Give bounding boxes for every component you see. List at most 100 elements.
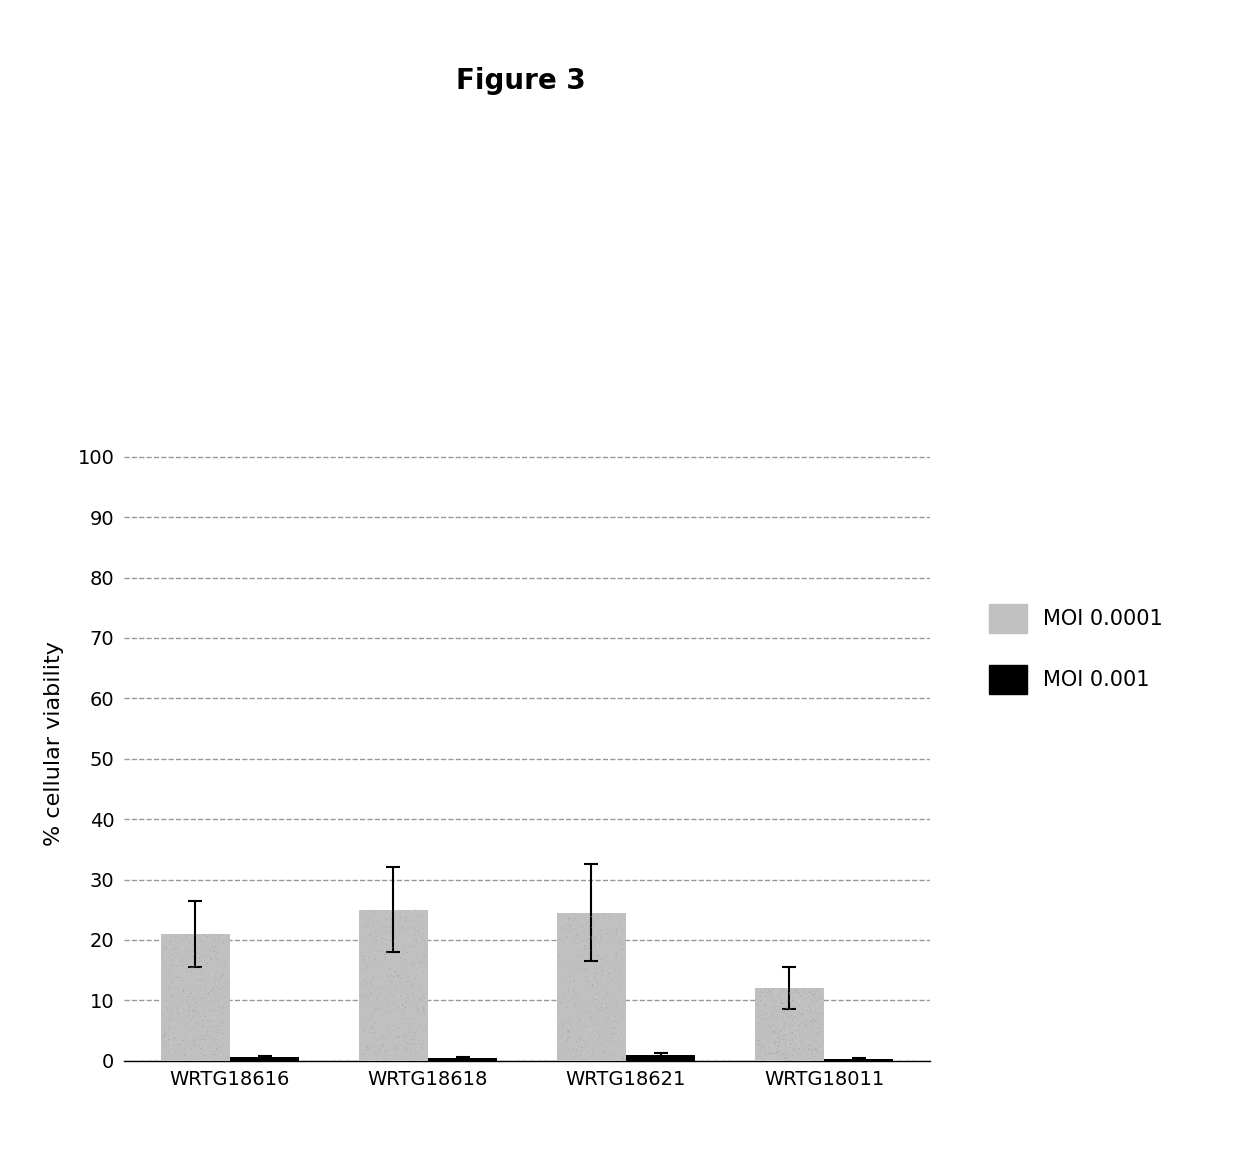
Point (413, 963, 433, 981)
Point (769, 1033, 789, 1052)
Point (609, 934, 629, 952)
Point (567, 963, 587, 981)
Point (750, 981, 770, 1000)
Point (749, 981, 769, 1000)
Point (605, 1042, 625, 1061)
Point (572, 1009, 591, 1027)
Point (409, 903, 429, 921)
Point (553, 1019, 573, 1038)
Point (558, 1001, 578, 1019)
Point (368, 1003, 388, 1022)
Point (595, 918, 615, 936)
Point (801, 1009, 821, 1027)
Point (590, 984, 610, 1002)
Point (562, 1038, 582, 1056)
Point (796, 1018, 816, 1037)
Point (784, 1013, 804, 1032)
Point (413, 929, 433, 948)
Point (810, 995, 830, 1013)
Point (554, 1031, 574, 1049)
Point (593, 977, 613, 995)
Y-axis label: % cellular viability: % cellular viability (43, 641, 63, 846)
Point (415, 1025, 435, 1043)
Point (754, 996, 774, 1015)
Point (376, 1052, 396, 1070)
Point (398, 1034, 418, 1053)
Point (353, 917, 373, 935)
Point (785, 997, 805, 1016)
Point (366, 1023, 386, 1041)
Point (775, 1019, 795, 1038)
Point (179, 995, 198, 1013)
Point (193, 951, 213, 970)
Point (384, 905, 404, 924)
Point (165, 996, 185, 1015)
Point (811, 1043, 831, 1062)
Point (198, 1018, 218, 1037)
Point (557, 949, 577, 967)
Point (572, 947, 591, 965)
Point (812, 1004, 832, 1023)
Point (372, 917, 392, 935)
Point (383, 951, 403, 970)
Point (355, 906, 374, 925)
Point (196, 1033, 216, 1052)
Point (374, 1002, 394, 1020)
Point (378, 967, 398, 986)
Point (785, 1027, 805, 1046)
Point (160, 978, 180, 996)
Point (207, 990, 227, 1009)
Point (172, 932, 192, 950)
Point (764, 994, 784, 1012)
Point (603, 1019, 622, 1038)
Point (355, 950, 374, 969)
Point (185, 926, 205, 944)
Point (180, 977, 200, 995)
Point (216, 1027, 236, 1046)
Point (606, 944, 626, 963)
Point (363, 1027, 383, 1046)
Point (182, 1023, 202, 1041)
Point (160, 932, 180, 950)
Point (605, 945, 625, 964)
Point (389, 969, 409, 987)
Point (782, 1028, 802, 1047)
Point (408, 1022, 428, 1040)
Point (368, 945, 388, 964)
Point (403, 920, 423, 939)
Point (776, 992, 796, 1010)
Point (802, 1019, 822, 1038)
Point (409, 977, 429, 995)
Point (367, 1042, 387, 1061)
Point (401, 913, 420, 932)
Point (161, 959, 181, 978)
Point (780, 1012, 800, 1031)
Point (604, 1049, 624, 1068)
Point (398, 969, 418, 987)
Point (155, 940, 175, 958)
Point (182, 974, 202, 993)
Point (408, 1040, 428, 1058)
Point (366, 1047, 386, 1065)
Point (415, 1008, 435, 1026)
Point (596, 934, 616, 952)
Point (779, 1023, 799, 1041)
Point (795, 1020, 815, 1039)
Point (587, 963, 606, 981)
Point (601, 927, 621, 945)
Point (573, 937, 593, 956)
Point (611, 922, 631, 941)
Point (560, 1042, 580, 1061)
Point (202, 1042, 222, 1061)
Point (604, 1009, 624, 1027)
Point (362, 1012, 382, 1031)
Point (196, 926, 216, 944)
Point (378, 1016, 398, 1034)
Point (208, 1009, 228, 1027)
Point (601, 1018, 621, 1037)
Point (748, 1025, 768, 1043)
Point (393, 1031, 413, 1049)
Point (211, 1038, 231, 1056)
Point (565, 947, 585, 965)
Point (402, 972, 422, 990)
